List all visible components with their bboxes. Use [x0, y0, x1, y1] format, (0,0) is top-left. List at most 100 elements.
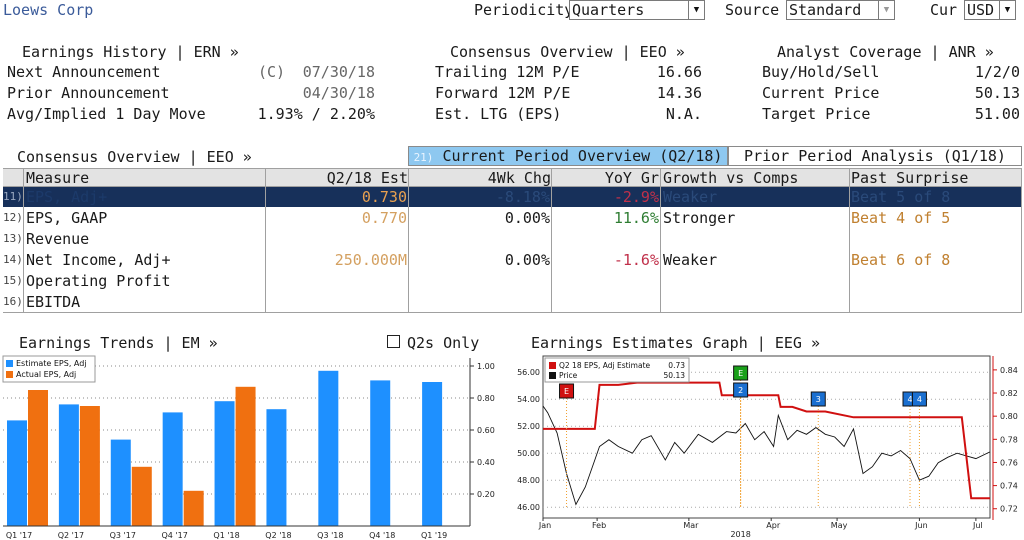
- q2s-only-checkbox[interactable]: [387, 335, 400, 348]
- actual-bar: [235, 386, 256, 526]
- right-tick-label: 0.84: [1000, 366, 1018, 375]
- currency-value: USD: [967, 1, 995, 19]
- analyst-label: Target Price: [762, 105, 871, 123]
- consensus-label: Forward 12M P/E: [435, 84, 571, 102]
- x-year-label: 2018: [730, 530, 750, 539]
- periodicity-label: Periodicity: [474, 1, 574, 19]
- estimates-graph-title[interactable]: Earnings Estimates Graph | EEG »: [531, 334, 820, 352]
- legend-swatch: [549, 362, 556, 369]
- periodicity-value: Quarters: [572, 1, 645, 19]
- event-marker: [911, 391, 927, 407]
- actual-bar: [79, 406, 100, 526]
- column-divider: [551, 168, 552, 312]
- table-bottom-rule: [3, 312, 1022, 313]
- earnings-history-flag: (C): [258, 63, 286, 81]
- measure-cell: EBITDA: [26, 293, 81, 311]
- column-header[interactable]: Measure: [26, 169, 90, 187]
- column-header[interactable]: Q2/18 Est: [326, 169, 408, 187]
- chevron-down-icon[interactable]: ▼: [878, 1, 894, 19]
- estimate-cell: 250.000M: [334, 251, 407, 269]
- y-tick-label: 0.20: [477, 490, 495, 499]
- legend-value: 0.73: [668, 361, 685, 370]
- row-number: 15): [3, 274, 23, 287]
- estimate-bar: [162, 412, 183, 526]
- earnings-trends-title[interactable]: Earnings Trends | EM »: [19, 334, 218, 352]
- actual-bar: [28, 390, 48, 526]
- consensus-value: N.A.: [665, 105, 702, 123]
- analyst-coverage-title[interactable]: Analyst Coverage | ANR »: [777, 43, 994, 61]
- yoy-cell: -1.6%: [613, 251, 659, 269]
- column-header[interactable]: YoY Gr: [604, 169, 659, 187]
- legend-label: Actual EPS, Adj: [16, 370, 76, 379]
- table-row[interactable]: 13) Revenue: [3, 229, 1022, 249]
- analyst-value: 50.13: [974, 84, 1020, 102]
- tab-label: Prior Period Analysis (Q1/18): [744, 147, 1006, 165]
- left-tick-label: 54.00: [517, 395, 540, 404]
- consensus-overview-title[interactable]: Consensus Overview | EEO »: [450, 43, 685, 61]
- tab-current-period[interactable]: 21) Current Period Overview (Q2/18): [408, 146, 728, 166]
- estimate-bar: [422, 382, 443, 526]
- yoy-cell: 11.6%: [613, 209, 659, 227]
- event-marker-label: E: [564, 387, 569, 396]
- column-divider: [660, 168, 661, 312]
- change-cell: -8.18%: [495, 188, 550, 206]
- earnings-history-title[interactable]: Earnings History | ERN »: [22, 43, 239, 61]
- q2s-only-label: Q2s Only: [407, 334, 480, 352]
- chevron-down-icon[interactable]: ▼: [688, 1, 704, 19]
- chevron-down-icon[interactable]: ▼: [999, 1, 1015, 19]
- actual-bar: [183, 490, 204, 526]
- estimate-cell: 0.730: [361, 188, 407, 206]
- left-tick-label: 56.00: [517, 368, 540, 377]
- event-marker-label: 2: [738, 386, 743, 395]
- column-header[interactable]: Growth vs Comps: [663, 169, 799, 187]
- event-marker: [733, 382, 749, 398]
- periodicity-select[interactable]: Quarters ▼: [569, 0, 705, 20]
- earnings-history-value: 1.93% / 2.20%: [257, 105, 375, 123]
- analyst-value: 51.00: [974, 105, 1020, 123]
- measure-cell: EPS, GAAP: [26, 209, 108, 227]
- source-value: Standard: [789, 1, 862, 19]
- right-tick-label: 0.76: [1000, 458, 1018, 467]
- right-tick-label: 0.72: [1000, 505, 1018, 514]
- earnings-trends-chart: 1.00 0.80 0.60 0.40 0.20 Q1 '17 Q2 '17 Q3 '17 Q4…: [2, 355, 495, 540]
- table-header: Measure Q2/18 Est 4Wk Chg YoY Gr Growth …: [3, 168, 1022, 187]
- consensus-table-title[interactable]: Consensus Overview | EEO »: [17, 148, 252, 166]
- column-header[interactable]: 4Wk Chg: [487, 169, 551, 187]
- event-marker: [733, 365, 749, 381]
- legend-swatch: [6, 360, 13, 367]
- x-tick-label: Q1 '18: [213, 531, 239, 540]
- legend-swatch: [6, 371, 13, 378]
- table-row[interactable]: 14) Net Income, Adj+ 250.000M 0.00% -1.6…: [3, 250, 1022, 270]
- row-number: 16): [3, 295, 23, 308]
- tab-prior-period[interactable]: Prior Period Analysis (Q1/18): [728, 146, 1022, 166]
- left-tick-label: 48.00: [517, 476, 540, 485]
- change-cell: 0.00%: [504, 251, 550, 269]
- legend-swatch: [549, 372, 556, 379]
- column-header[interactable]: Past Surprise: [851, 169, 969, 187]
- source-label: Source: [725, 1, 780, 19]
- row-number: 11): [3, 190, 23, 203]
- surprise-cell: Beat 5 of 8: [851, 188, 951, 206]
- table-row[interactable]: 16) EBITDA: [3, 292, 1022, 312]
- event-marker-label: E: [738, 369, 743, 378]
- right-tick-label: 0.74: [1000, 482, 1018, 491]
- change-cell: 0.00%: [504, 209, 550, 227]
- company-name[interactable]: Loews Corp: [3, 1, 94, 19]
- yoy-cell: -2.9%: [613, 188, 659, 206]
- table-row[interactable]: 15) Operating Profit: [3, 271, 1022, 291]
- table-row[interactable]: 12) EPS, GAAP 0.770 0.00% 11.6% Stronger…: [3, 208, 1022, 228]
- consensus-value: 16.66: [656, 63, 702, 81]
- earnings-history-value: 04/30/18: [302, 84, 375, 102]
- column-divider: [408, 168, 409, 312]
- column-divider: [849, 168, 850, 312]
- earnings-history-label: Prior Announcement: [7, 84, 170, 102]
- tab-label: Current Period Overview (Q2/18): [442, 147, 723, 165]
- table-row[interactable]: 11) EPS, Adj+ 0.730 -8.18% -2.9% Weaker …: [3, 187, 1022, 207]
- analyst-value: 1/2/0: [974, 63, 1020, 81]
- x-tick-label: May: [831, 521, 848, 530]
- source-select[interactable]: Standard ▼: [786, 0, 895, 20]
- analyst-label: Buy/Hold/Sell: [762, 63, 880, 81]
- currency-select[interactable]: USD ▼: [964, 0, 1016, 20]
- left-tick-label: 46.00: [517, 503, 540, 512]
- x-tick-label: Q3 '18: [317, 531, 343, 540]
